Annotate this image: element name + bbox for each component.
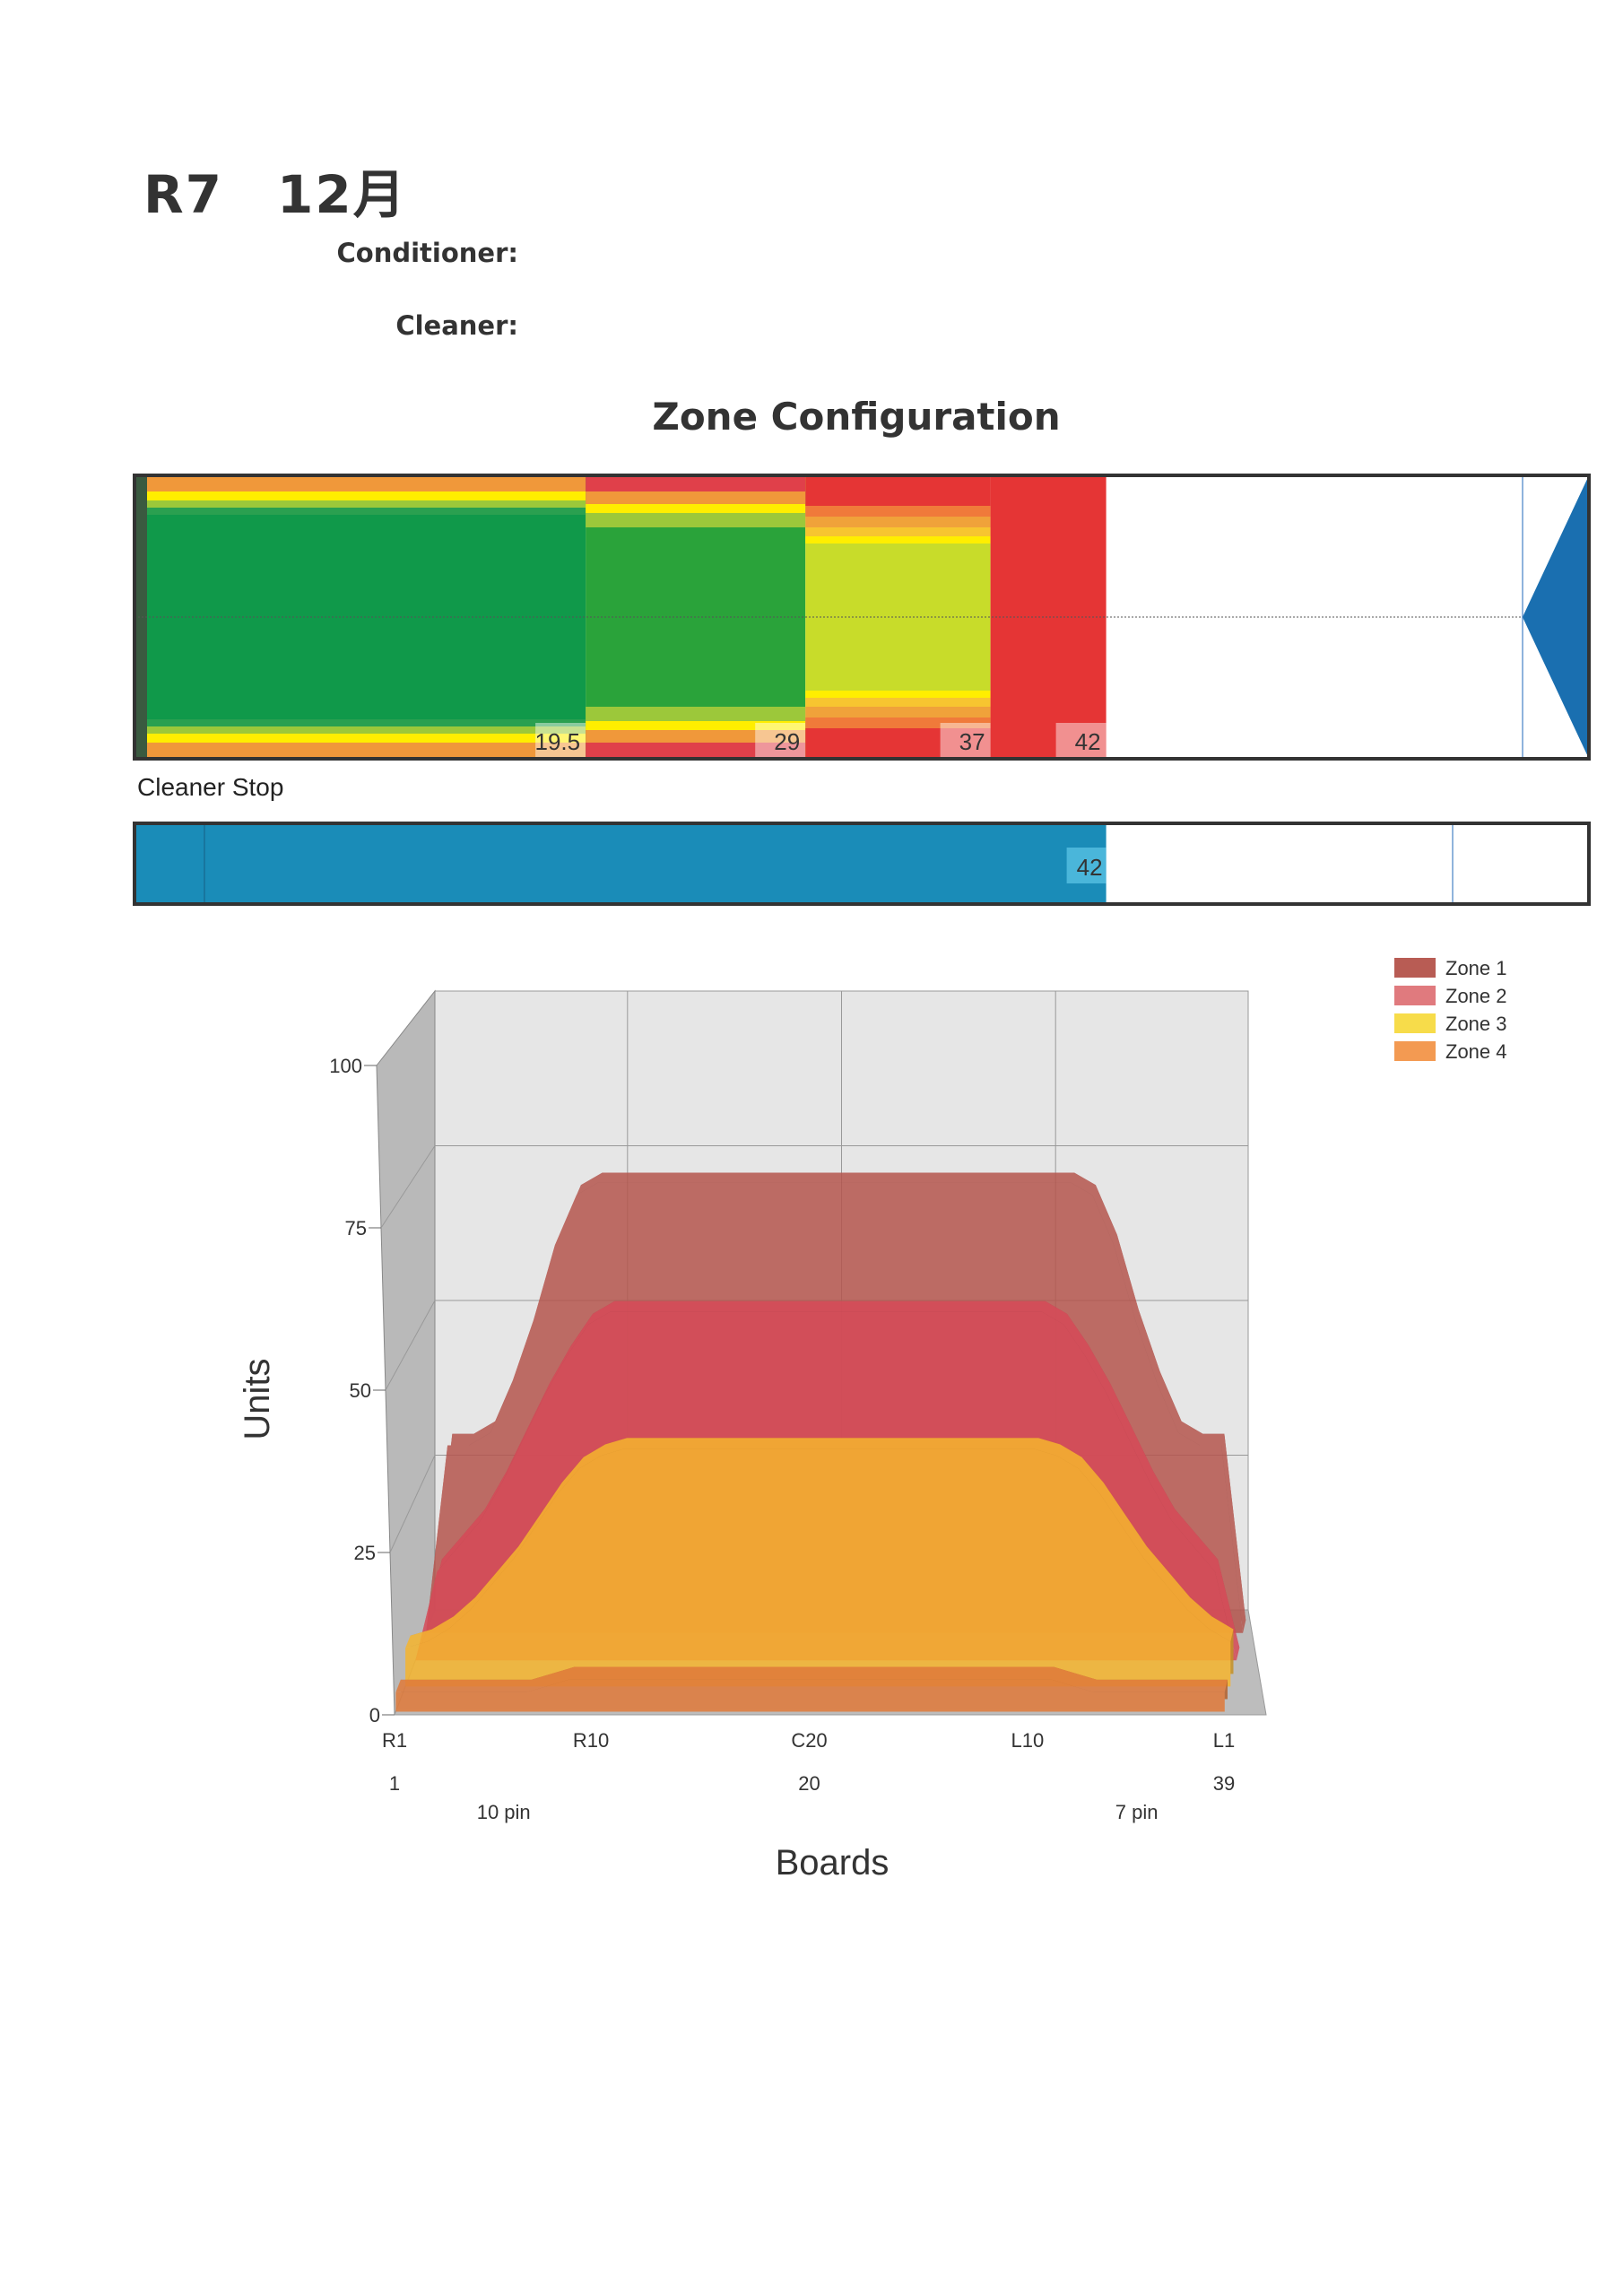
zone-band: [135, 475, 586, 491]
gridline-side: [380, 1145, 436, 1229]
zone-configuration-title: Zone Configuration: [652, 395, 1061, 439]
legend-label: Zone 3: [1445, 1013, 1507, 1035]
zone-band: [586, 504, 806, 513]
zone-label-bg: [1055, 723, 1107, 759]
zone-band: [805, 691, 991, 698]
zone-band: [805, 527, 991, 536]
series-3: [405, 1438, 1234, 1687]
pin-annotation: 10 pin: [477, 1801, 531, 1823]
x-tick-label: C20: [791, 1729, 827, 1752]
zone-band: [805, 475, 991, 506]
zone-1-segment: [135, 475, 586, 759]
legend-swatch: [1394, 958, 1436, 978]
zone-band: [135, 726, 586, 734]
zone-configuration-bar: 19.5 29 37 42 42: [133, 474, 1591, 906]
zone-band: [586, 707, 806, 721]
series-front-face: [395, 1679, 1225, 1712]
zone-band: [586, 491, 806, 504]
series-4: [395, 1666, 1228, 1712]
y-tick-label: 100: [329, 1055, 362, 1077]
cleaner-label: Cleaner:: [395, 310, 518, 341]
oil-pattern-3d-chart: 0 25 50 75 100 R1 R10 C20 L10 L1 1 20 39 10 pin 7 pin B…: [238, 957, 1507, 1883]
zone-band: [805, 536, 991, 544]
x-tick-label: R1: [382, 1729, 407, 1752]
y-tick-label: 25: [354, 1542, 376, 1564]
x-tick-label: R10: [573, 1729, 609, 1752]
zone-band: [135, 719, 586, 726]
zone-label-bg: [755, 723, 806, 759]
legend-label: Zone 2: [1445, 985, 1507, 1007]
legend-swatch: [1394, 1041, 1436, 1061]
y-tick-label: 50: [350, 1379, 371, 1402]
y-axis-title: Units: [238, 1358, 277, 1439]
cleaner-stop-fill: [135, 823, 1107, 904]
page-title: R7 12月: [143, 164, 407, 225]
zone-band: [586, 513, 806, 527]
x-board-number: 39: [1213, 1772, 1235, 1795]
zone-band: [805, 728, 991, 759]
x-board-number: 20: [798, 1772, 820, 1795]
x-axis-title: Boards: [776, 1843, 890, 1883]
zone-bar-border: [133, 474, 1591, 761]
x-board-number: 1: [389, 1772, 400, 1795]
zone-band: [135, 734, 586, 743]
lane-edge-strip: [135, 475, 147, 759]
x-tick-label: L1: [1213, 1729, 1235, 1752]
legend-label: Zone 4: [1445, 1040, 1507, 1063]
conditioner-label: Conditioner:: [336, 238, 519, 268]
zone-2-label: 29: [774, 728, 800, 755]
zone-band: [135, 491, 586, 500]
zone-band: [805, 707, 991, 718]
zone-band: [586, 743, 806, 759]
zone-1-label: 19.5: [534, 728, 580, 755]
series-front-face: [405, 1448, 1231, 1687]
gridline-side: [389, 1455, 436, 1553]
zone-4-label: 42: [1075, 728, 1101, 755]
zone-band: [135, 508, 586, 515]
pin-annotation: 7 pin: [1115, 1801, 1159, 1823]
x-tick-label: L10: [1011, 1729, 1045, 1752]
gridline-side: [385, 1300, 436, 1391]
zone-band: [135, 500, 586, 508]
zone-3-label: 37: [959, 728, 985, 755]
zone-band: [586, 721, 806, 730]
legend-swatch: [1394, 986, 1436, 1005]
pin-deck-triangle: [1523, 475, 1589, 759]
legend-label: Zone 1: [1445, 957, 1507, 979]
zone-band: [586, 730, 806, 743]
zone-band: [805, 718, 991, 728]
cleaner-value-bg: [1066, 848, 1107, 883]
zone-label-bg: [535, 723, 586, 759]
series-top-face: [395, 1666, 1228, 1692]
y-tick-label: 0: [369, 1704, 380, 1726]
cleaner-stop-value: 42: [1077, 854, 1103, 881]
zone-band: [805, 698, 991, 707]
cleaner-bar-border: [133, 822, 1591, 906]
zone-band: [805, 517, 991, 527]
legend-swatch: [1394, 1013, 1436, 1033]
y-tick-label: 75: [345, 1217, 367, 1239]
zone-band: [805, 506, 991, 517]
zone-band: [586, 475, 806, 491]
cleaner-stop-label: Cleaner Stop: [137, 773, 284, 801]
zone-label-bg: [940, 723, 991, 759]
zone-band: [135, 743, 586, 759]
